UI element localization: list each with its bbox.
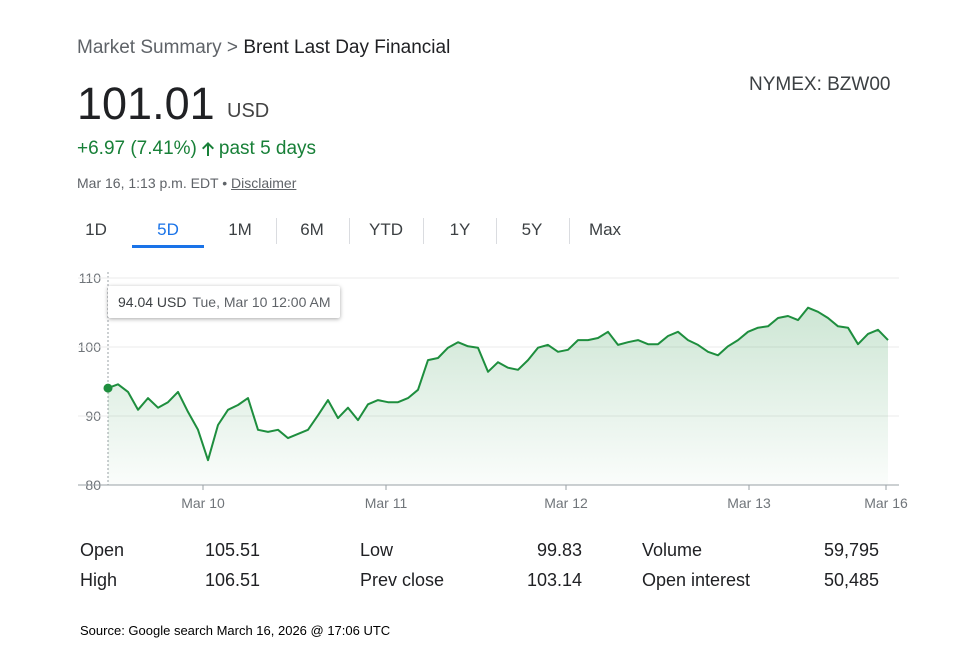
breadcrumb: Market Summary > Brent Last Day Financia… (77, 37, 450, 59)
price-line (107, 306, 889, 462)
range-tab[interactable]: 5D (132, 212, 204, 248)
x-tick-label: Mar 13 (727, 495, 771, 511)
stat-value: 99.83 (536, 540, 582, 560)
x-tick-label: Mar 10 (181, 495, 225, 511)
source-note: Source: Google search March 16, 2026 @ 1… (80, 623, 391, 638)
tab-separator (349, 218, 350, 244)
x-tick-label: Mar 11 (365, 495, 408, 511)
timestamp: Mar 16, 1:13 p.m. EDT (77, 175, 219, 191)
stat-label: Open interest (642, 570, 751, 590)
breadcrumb-separator: > (226, 37, 239, 58)
range-tab[interactable]: YTD (369, 220, 403, 239)
stat-label: Low (360, 540, 394, 560)
price: 101.01 (77, 78, 215, 129)
range-tab[interactable]: 5Y (521, 220, 543, 239)
instrument-name: Brent Last Day Financial (243, 37, 451, 58)
tooltip-time: Tue, Mar 10 12:00 AM (192, 294, 331, 310)
hover-point (103, 383, 113, 393)
exchange-ticker: NYMEX: BZW00 (749, 74, 891, 95)
disclaimer-link[interactable]: Disclaimer (231, 175, 297, 191)
change: +6.97 (7.41%) (77, 138, 197, 159)
area-fill (108, 307, 888, 485)
bullet: • (222, 175, 228, 191)
stat-value: 103.14 (526, 570, 582, 590)
x-tick-label: Mar 16 (864, 495, 908, 511)
tab-separator (276, 218, 277, 244)
stat-value: 59,795 (823, 540, 879, 560)
tab-separator (423, 218, 424, 244)
stat-value: 50,485 (823, 570, 879, 590)
stat-label: Volume (642, 540, 703, 560)
tooltip-price: 94.04 USD (118, 294, 187, 310)
timestamp-row: Mar 16, 1:13 p.m. EDT • Disclaimer (77, 175, 296, 191)
stat-value: 105.51 (205, 540, 261, 560)
range-tab[interactable]: Max (588, 220, 622, 239)
stat-label: Prev close (360, 570, 445, 590)
x-tick-label: Mar 12 (544, 495, 588, 511)
stat-label: High (80, 570, 118, 590)
range-tab[interactable]: 1D (85, 220, 107, 239)
tooltip: 94.04 USD Tue, Mar 10 12:00 AM (108, 286, 341, 318)
breadcrumb-root: Market Summary (77, 37, 222, 58)
currency: USD (227, 100, 270, 122)
change-row: +6.97 (7.41%) past 5 days (77, 138, 316, 160)
stat-value: 106.51 (205, 570, 261, 590)
range-tab[interactable]: 1M (228, 220, 252, 239)
period: past 5 days (218, 138, 317, 159)
range-tab[interactable]: 1Y (449, 220, 471, 239)
up-arrow (201, 142, 214, 156)
tab-separator (496, 218, 497, 244)
range-tab[interactable]: 6M (300, 220, 324, 239)
stat-label: Open (80, 540, 125, 560)
tab-separator (568, 218, 570, 244)
